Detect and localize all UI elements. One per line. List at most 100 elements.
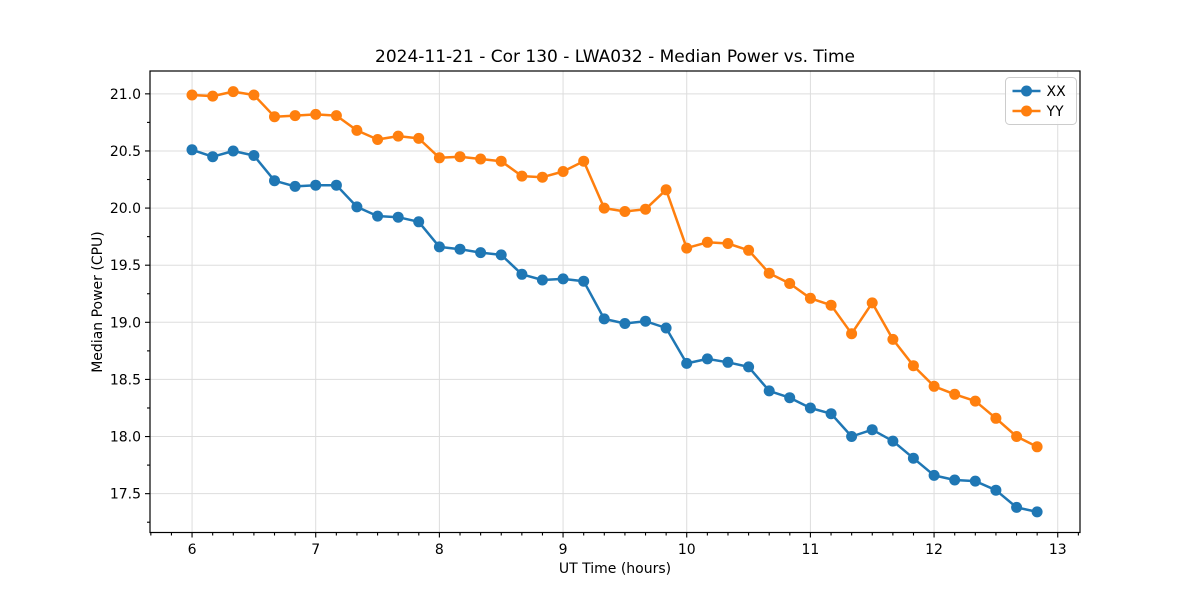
y-axis-label: Median Power (CPU) — [90, 231, 106, 373]
data-point — [990, 484, 1002, 496]
tick-labels: 6 7 8 9 10 11 12 13 17.5 18.0 18.5 19.0 19.5 20.0 20.5… — [110, 87, 1067, 558]
data-point — [1011, 501, 1023, 513]
data-point — [310, 179, 322, 191]
plot-area — [150, 71, 1080, 533]
y-tick-label: 20.5 — [110, 144, 141, 160]
data-point — [949, 474, 961, 486]
data-point — [372, 210, 384, 222]
data-point — [351, 201, 363, 213]
x-tick-label: 13 — [1049, 542, 1067, 558]
data-point — [928, 469, 940, 481]
series-xx-markers — [186, 144, 1043, 518]
data-point — [804, 402, 816, 414]
data-point — [269, 175, 280, 187]
data-point — [248, 150, 260, 161]
data-point — [598, 313, 610, 325]
x-tick-label: 10 — [678, 542, 696, 558]
y-tick-label: 18.0 — [110, 430, 141, 446]
data-point — [578, 275, 590, 287]
data-point — [475, 153, 487, 165]
x-tick-label: 8 — [435, 542, 444, 558]
data-point — [413, 216, 425, 228]
data-point — [990, 412, 1002, 424]
data-point — [804, 292, 816, 304]
data-point — [227, 145, 239, 157]
data-point — [949, 388, 961, 400]
data-point — [289, 110, 301, 122]
data-point — [1031, 506, 1043, 518]
y-tick-label: 17.5 — [110, 487, 141, 503]
data-point — [866, 424, 878, 436]
data-point — [825, 408, 837, 420]
data-point — [722, 356, 734, 368]
data-point — [969, 475, 981, 487]
y-tick-label: 19.0 — [110, 315, 141, 331]
data-point — [433, 241, 445, 253]
legend-marker — [1021, 85, 1032, 97]
legend: XX YY — [1005, 77, 1077, 125]
data-point — [969, 395, 981, 407]
data-point — [413, 132, 425, 144]
legend-label: XX — [1047, 84, 1067, 100]
x-tick-label: 12 — [925, 542, 943, 558]
data-point — [681, 242, 693, 254]
data-point — [743, 244, 755, 256]
data-point — [454, 151, 466, 163]
data-point — [743, 361, 755, 373]
data-point — [619, 318, 631, 329]
data-point — [846, 431, 858, 442]
data-point — [495, 249, 507, 261]
data-point — [536, 171, 548, 183]
data-point — [516, 268, 528, 280]
data-point — [269, 111, 280, 123]
data-point — [392, 211, 404, 223]
data-point — [887, 435, 899, 447]
x-tick-label: 7 — [311, 542, 320, 558]
axes-frame — [149, 70, 1081, 534]
data-point — [825, 299, 837, 311]
data-point — [186, 89, 198, 101]
data-point — [1031, 441, 1043, 453]
data-point — [207, 151, 219, 163]
x-axis-label: UT Time (hours) — [558, 561, 672, 577]
data-point — [722, 238, 734, 249]
axis-ticks — [145, 93, 1079, 538]
data-point — [763, 267, 775, 279]
legend-label: YY — [1046, 104, 1065, 120]
data-point — [784, 278, 796, 289]
x-tick-label: 9 — [559, 542, 568, 558]
data-point — [310, 108, 322, 120]
data-point — [1011, 431, 1023, 442]
x-tick-label: 6 — [188, 542, 197, 558]
data-point — [763, 385, 775, 397]
data-point — [454, 243, 466, 255]
y-tick-label: 19.5 — [110, 258, 141, 274]
y-tick-label: 21.0 — [110, 87, 141, 103]
data-point — [907, 360, 919, 372]
data-point — [475, 247, 487, 259]
y-tick-label: 18.5 — [110, 372, 141, 388]
data-point — [701, 236, 713, 248]
data-point — [289, 180, 301, 192]
legend-marker — [1021, 105, 1032, 117]
data-point — [372, 134, 384, 145]
data-point — [887, 333, 899, 345]
data-point — [866, 297, 878, 309]
data-point — [536, 274, 548, 286]
data-point — [619, 206, 631, 217]
data-point — [186, 144, 198, 156]
data-point — [330, 110, 342, 122]
data-point — [330, 179, 342, 191]
data-point — [557, 166, 569, 177]
data-point — [433, 152, 445, 164]
data-point — [557, 273, 569, 285]
data-point — [701, 353, 713, 365]
data-point — [681, 357, 693, 369]
data-point — [640, 315, 651, 327]
data-point — [660, 322, 672, 334]
data-point — [227, 86, 239, 98]
data-point — [660, 184, 672, 196]
data-point — [907, 452, 919, 464]
data-point — [846, 328, 858, 340]
